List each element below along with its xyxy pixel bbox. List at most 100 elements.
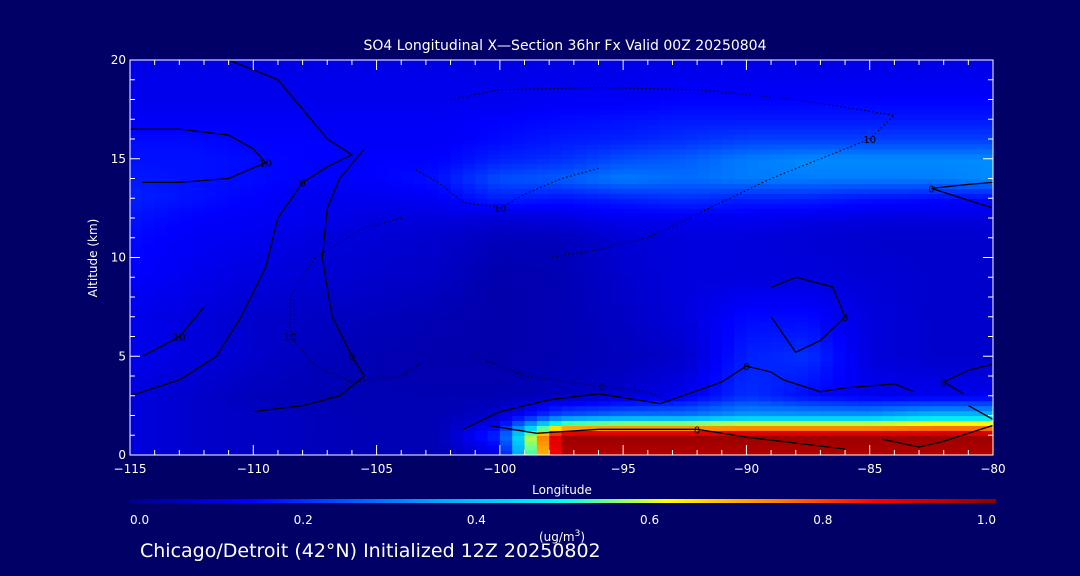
field-cell xyxy=(721,272,735,278)
field-cell xyxy=(253,129,267,135)
field-cell xyxy=(524,366,538,372)
field-cell xyxy=(376,153,390,160)
field-cell xyxy=(475,390,489,397)
field-cell xyxy=(512,346,526,352)
field-cell xyxy=(943,153,957,160)
field-cell xyxy=(475,277,489,283)
field-cell xyxy=(783,292,797,298)
field-cell xyxy=(228,321,242,328)
field-cell xyxy=(536,351,550,357)
field-cell xyxy=(364,193,378,199)
field-cell xyxy=(425,129,439,135)
field-cell xyxy=(931,292,945,298)
field-cell xyxy=(166,311,180,318)
field-cell xyxy=(894,247,908,254)
field-cell xyxy=(919,237,932,244)
field-cell xyxy=(499,227,513,234)
field-cell xyxy=(216,445,230,451)
field-cell xyxy=(203,267,217,273)
field-cell xyxy=(536,356,550,362)
field-cell xyxy=(499,129,513,135)
field-cell xyxy=(388,425,402,431)
field-cell xyxy=(906,193,920,199)
field-cell xyxy=(450,380,464,387)
field-cell xyxy=(561,380,575,387)
field-cell xyxy=(438,119,452,125)
field-cell xyxy=(660,395,674,402)
field-cell xyxy=(364,114,378,120)
field-cell xyxy=(820,316,834,323)
field-cell xyxy=(845,193,858,199)
field-cell xyxy=(314,405,328,412)
field-cell xyxy=(623,148,637,155)
field-cell xyxy=(610,193,624,199)
field-cell xyxy=(845,410,858,417)
field-cell xyxy=(647,232,661,239)
field-cell xyxy=(154,346,168,352)
field-cell xyxy=(179,287,193,293)
field-cell xyxy=(573,153,587,160)
field-cell xyxy=(956,237,969,244)
field-cell xyxy=(734,440,748,446)
field-cell xyxy=(253,158,267,165)
field-cell xyxy=(845,287,858,293)
field-cell xyxy=(783,242,797,249)
field-cell xyxy=(438,435,452,441)
field-cell xyxy=(672,267,686,273)
field-cell xyxy=(894,232,908,239)
field-cell xyxy=(672,134,686,140)
field-cell xyxy=(586,213,600,219)
field-cell xyxy=(228,222,242,229)
field-cell xyxy=(758,366,772,372)
field-cell xyxy=(487,173,501,180)
field-cell xyxy=(499,371,513,377)
field-cell xyxy=(327,435,341,441)
field-cell xyxy=(660,198,674,204)
field-cell xyxy=(968,420,982,426)
field-cell xyxy=(573,257,587,264)
field-cell xyxy=(524,380,538,387)
field-cell xyxy=(647,336,661,343)
field-cell xyxy=(832,198,846,204)
field-cell xyxy=(697,316,711,323)
field-cell xyxy=(660,326,674,333)
field-cell xyxy=(425,361,439,367)
field-cell xyxy=(339,262,353,268)
field-cell xyxy=(968,213,982,219)
field-cell xyxy=(327,262,341,268)
field-cell xyxy=(413,168,427,175)
field-cell xyxy=(598,227,612,234)
field-cell xyxy=(808,445,821,451)
field-cell xyxy=(808,435,821,441)
field-cell xyxy=(142,356,156,362)
field-cell xyxy=(475,232,489,239)
field-cell xyxy=(314,361,328,367)
field-cell xyxy=(216,119,230,125)
field-cell xyxy=(623,262,637,268)
field-cell xyxy=(882,410,895,417)
field-cell xyxy=(968,252,982,259)
field-cell xyxy=(413,183,427,189)
field-cell xyxy=(598,203,612,209)
field-cell xyxy=(203,316,217,323)
field-cell xyxy=(203,306,217,313)
field-cell xyxy=(832,277,846,283)
field-cell xyxy=(869,163,883,170)
field-cell xyxy=(142,267,156,273)
field-cell xyxy=(586,400,600,407)
field-cell xyxy=(499,321,513,328)
field-cell xyxy=(240,158,254,165)
field-cell xyxy=(425,277,439,283)
field-cell xyxy=(253,227,267,234)
field-cell xyxy=(586,222,600,229)
field-cell xyxy=(610,114,624,120)
field-cell xyxy=(339,222,353,229)
field-cell xyxy=(240,134,254,140)
field-cell xyxy=(647,272,661,278)
field-cell xyxy=(130,139,143,145)
field-cell xyxy=(438,331,452,338)
field-cell xyxy=(573,134,587,140)
field-cell xyxy=(166,99,180,106)
field-cell xyxy=(808,311,821,318)
field-cell xyxy=(980,277,993,283)
